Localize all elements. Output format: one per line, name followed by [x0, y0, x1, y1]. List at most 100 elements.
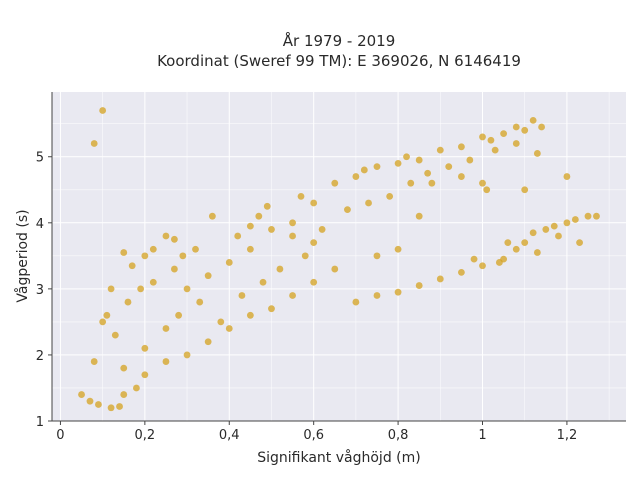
data-point: [571, 216, 579, 223]
data-point: [107, 285, 115, 293]
data-point: [576, 239, 583, 247]
data-point: [255, 212, 263, 220]
data-point: [521, 239, 529, 247]
data-point: [149, 278, 157, 286]
data-point: [512, 123, 520, 131]
data-point: [457, 143, 465, 151]
data-point: [415, 212, 423, 220]
data-point: [365, 199, 372, 207]
y-tick-label: 2: [36, 349, 44, 364]
data-point: [593, 212, 600, 220]
data-point: [457, 268, 465, 276]
data-point: [116, 403, 123, 410]
data-point: [487, 136, 495, 144]
data-point: [310, 278, 318, 286]
data-point: [124, 298, 132, 306]
data-point: [394, 245, 402, 253]
data-point: [445, 163, 453, 171]
data-points: [78, 107, 600, 412]
data-point: [128, 262, 136, 270]
data-point: [162, 325, 170, 332]
data-point: [491, 146, 499, 154]
data-point: [120, 364, 128, 372]
data-point: [407, 179, 415, 187]
data-point: [403, 153, 410, 161]
data-point: [234, 232, 242, 240]
data-point: [428, 179, 436, 187]
y-tick-label: 1: [36, 415, 44, 430]
data-point: [225, 325, 233, 332]
data-point: [310, 199, 318, 207]
data-point: [246, 222, 254, 230]
data-point: [246, 245, 254, 253]
data-point: [289, 219, 296, 227]
data-point: [120, 249, 128, 256]
data-point: [217, 318, 225, 326]
data-point: [457, 173, 465, 180]
data-point: [386, 192, 394, 200]
data-point: [225, 259, 233, 266]
data-point: [344, 206, 351, 213]
data-point: [179, 252, 187, 260]
data-point: [107, 404, 115, 412]
data-point: [196, 298, 204, 306]
data-point: [263, 202, 271, 210]
y-tick-labels: 1 2 3 4 5: [36, 92, 53, 430]
x-tick-label: 0: [56, 428, 64, 443]
data-point: [204, 272, 212, 280]
x-tick-label: 0,8: [388, 428, 409, 443]
data-point: [533, 150, 541, 157]
data-point: [297, 192, 305, 200]
chart-title-line-1: År 1979 - 2019: [283, 31, 396, 50]
data-point: [310, 239, 318, 247]
data-point: [483, 186, 491, 194]
x-tick-label: 0,4: [219, 428, 240, 443]
data-point: [331, 265, 339, 273]
x-gridlines: [59, 92, 610, 421]
x-tick-label: 0,2: [135, 428, 156, 443]
data-point: [183, 351, 191, 359]
data-point: [192, 245, 199, 253]
data-point: [78, 391, 85, 398]
data-point: [495, 259, 503, 266]
data-point: [504, 239, 512, 247]
data-point: [208, 212, 216, 220]
y-axis-label: Vågperiod (s): [14, 209, 31, 302]
data-point: [479, 262, 486, 270]
data-point: [120, 391, 128, 398]
data-point: [521, 126, 529, 134]
x-tick-label: 0,6: [303, 428, 324, 443]
data-point: [133, 384, 140, 392]
data-point: [103, 311, 111, 319]
data-point: [538, 123, 545, 131]
data-point: [542, 226, 550, 233]
data-point: [373, 163, 381, 171]
y-tick-label: 5: [36, 151, 44, 166]
chart-title-line-2: Koordinat (Sweref 99 TM): E 369026, N 61…: [157, 52, 521, 70]
data-point: [436, 275, 444, 283]
data-point: [86, 397, 94, 405]
plot-area: [52, 92, 626, 421]
data-point: [111, 331, 119, 339]
data-point: [470, 255, 478, 263]
data-point: [533, 249, 541, 256]
data-point: [268, 305, 275, 313]
data-point: [373, 252, 381, 260]
data-point: [550, 222, 558, 230]
x-tick-label: 1: [478, 428, 486, 443]
data-point: [415, 156, 423, 164]
data-point: [268, 226, 275, 233]
x-tick-label: 1,2: [557, 428, 578, 443]
data-point: [95, 401, 102, 408]
data-point: [352, 173, 360, 180]
data-point: [90, 140, 98, 147]
data-point: [584, 212, 592, 220]
data-point: [563, 173, 571, 180]
x-tick-labels: 0 0,2 0,4 0,6 0,8 1 1,2: [52, 420, 626, 443]
data-point: [183, 285, 191, 293]
data-point: [141, 344, 149, 352]
data-point: [259, 278, 267, 286]
data-point: [331, 179, 339, 187]
